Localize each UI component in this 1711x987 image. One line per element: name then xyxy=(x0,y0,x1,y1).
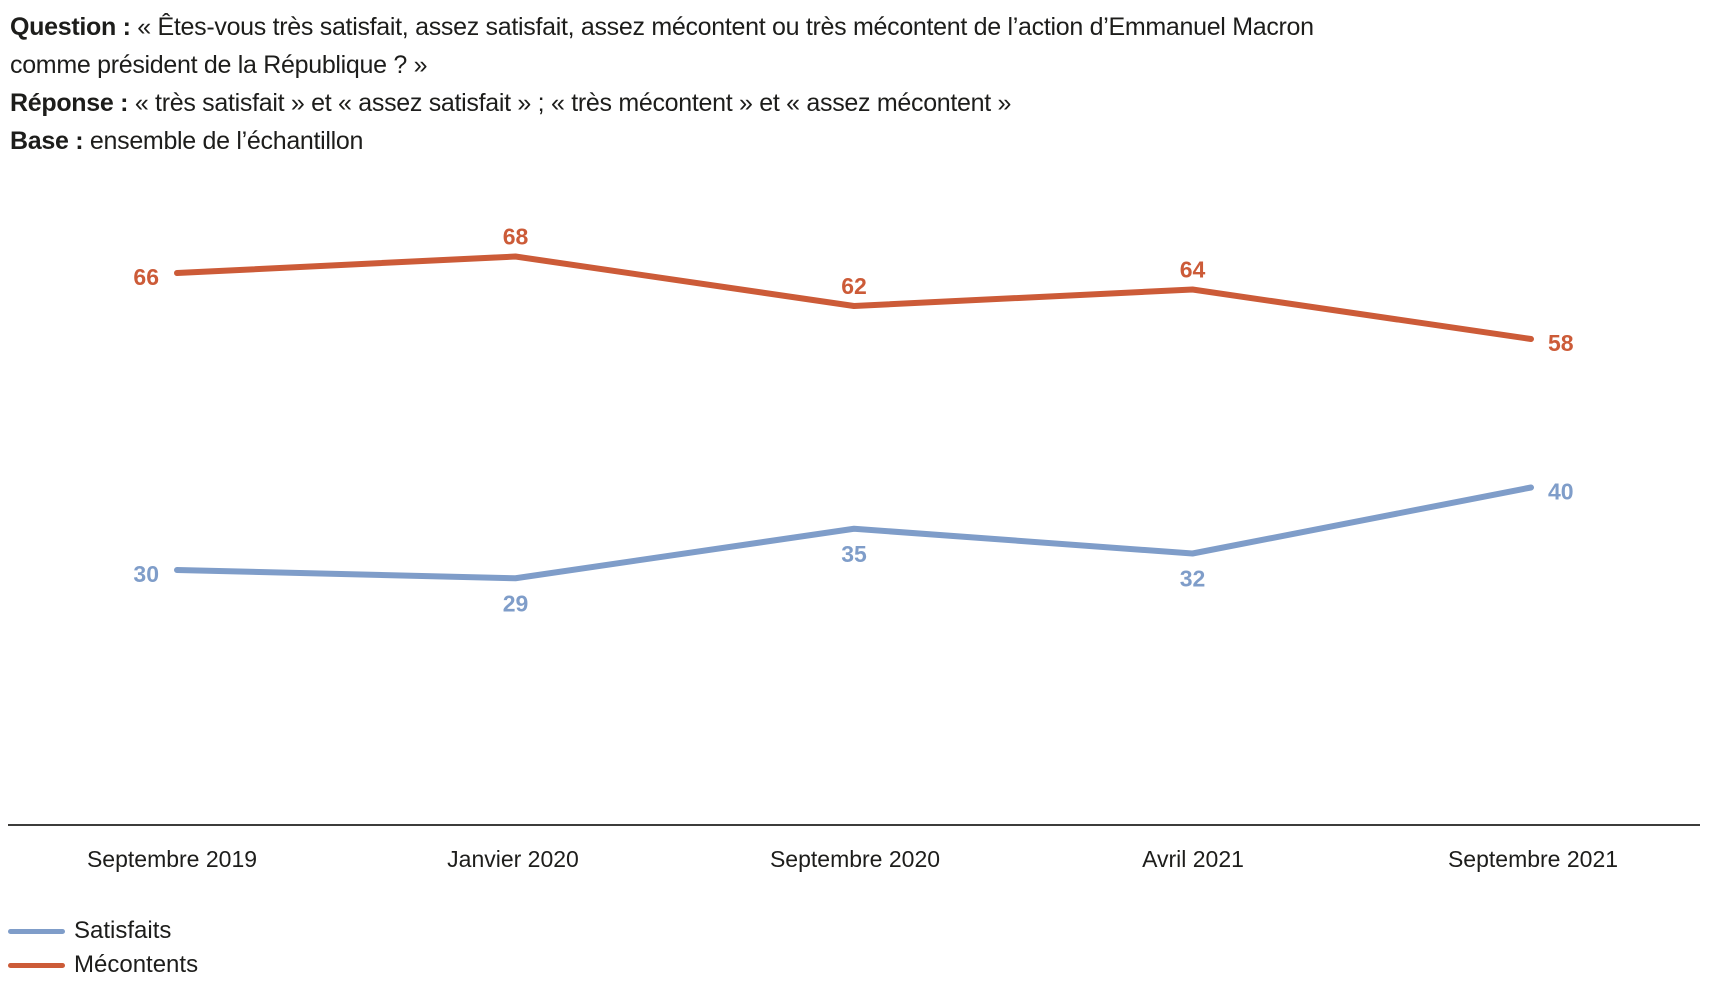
response-body: « très satisfait » et « assez satisfait … xyxy=(134,89,1012,117)
response-text: Réponse : « très satisfait » et « assez … xyxy=(10,84,1510,122)
legend-label-satisfaits: Satisfaits xyxy=(74,917,172,944)
question-text: Question : « Êtes-vous très satisfait, a… xyxy=(10,8,1510,84)
x-axis-label-4: Avril 2021 xyxy=(1142,846,1244,872)
data-label-satisfaits-3: 32 xyxy=(1180,566,1206,592)
response-label: Réponse : xyxy=(10,89,129,117)
question-label: Question : xyxy=(10,13,131,41)
question-line2: comme président de la République ? » xyxy=(10,51,428,79)
data-label-satisfaits-1: 29 xyxy=(503,590,529,616)
data-label-mécontents-2: 62 xyxy=(841,273,867,299)
data-label-satisfaits-0: 30 xyxy=(133,561,159,587)
legend-label-mecontents: Mécontents xyxy=(74,951,199,978)
data-label-mécontents-0: 66 xyxy=(133,264,159,290)
satisfaits-line-swatch-icon xyxy=(8,928,65,934)
x-axis-label-5: Septembre 2021 xyxy=(1447,846,1619,872)
chart-legend: Satisfaits Mécontents xyxy=(8,914,198,982)
base-body: ensemble de l’échantillon xyxy=(89,127,364,155)
legend-item-mecontents: Mécontents xyxy=(8,948,198,982)
series-line-mécontents xyxy=(174,253,1534,342)
data-label-mécontents-1: 68 xyxy=(503,224,529,250)
series-line-satisfaits xyxy=(174,484,1534,582)
x-axis-label-2: Janvier 2020 xyxy=(447,846,579,872)
base-label: Base : xyxy=(10,127,84,155)
legend-item-satisfaits: Satisfaits xyxy=(8,914,198,948)
base-text: Base : ensemble de l’échantillon xyxy=(10,122,1510,160)
data-label-satisfaits-4: 40 xyxy=(1548,479,1574,505)
data-label-mécontents-3: 64 xyxy=(1180,257,1206,283)
x-axis-label-3: Septembre 2020 xyxy=(769,846,941,872)
question-line1: « Êtes-vous très satisfait, assez satisf… xyxy=(137,13,1314,41)
chart-header: Question : « Êtes-vous très satisfait, a… xyxy=(10,8,1510,160)
x-axis-label-1: Septembre 2019 xyxy=(86,846,258,872)
mecontents-line-swatch-icon xyxy=(8,962,65,968)
data-label-mécontents-4: 58 xyxy=(1548,330,1574,356)
data-label-satisfaits-2: 35 xyxy=(841,541,867,567)
